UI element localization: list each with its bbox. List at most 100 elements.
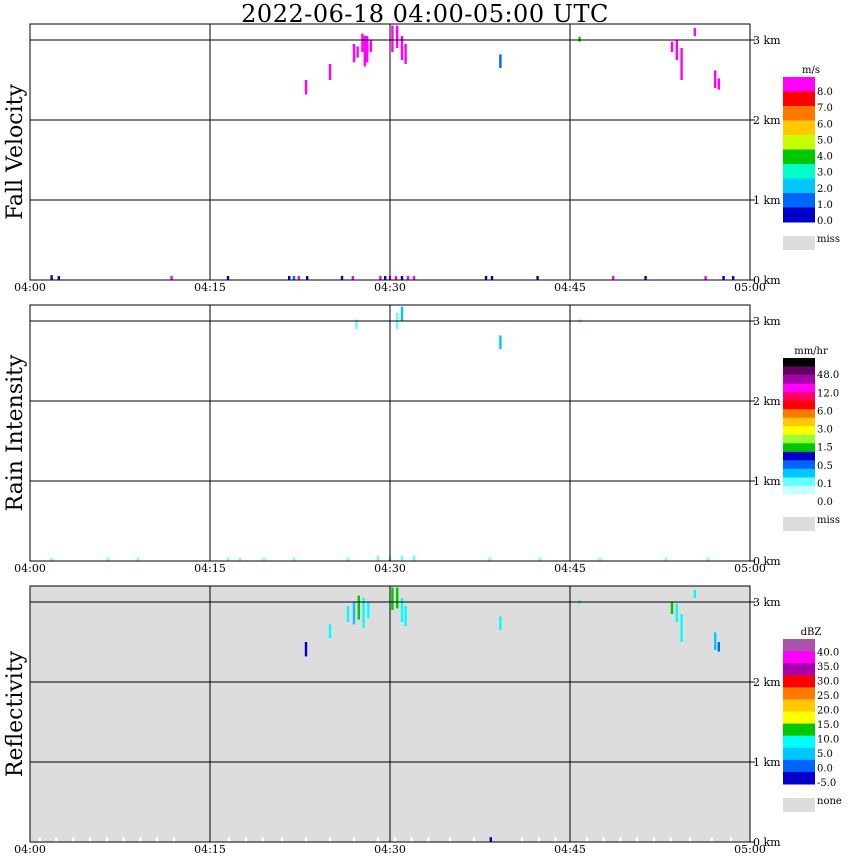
data-cell [619,837,622,842]
legend-swatch [783,358,815,368]
x-tick-label: 04:15 [194,843,226,856]
data-cell [598,557,602,561]
data-cell [729,837,732,842]
y-tick-label: 2 km [753,395,781,408]
data-cell [356,46,359,58]
data-cell [244,837,248,842]
data-cell [612,276,615,280]
data-cell [693,590,696,598]
y-tick-label: 0 km [753,555,781,568]
legend-swatch [783,477,815,487]
data-cell [306,276,309,280]
data-cell [578,36,581,42]
y-tick-label: 2 km [753,676,781,689]
x-tick-label: 05:00 [734,562,766,575]
legend-label: 48.0 [817,370,839,381]
data-cell [636,837,639,842]
data-cell [238,557,242,561]
legend-swatch [783,135,815,150]
legend-label: 3.0 [817,425,833,436]
data-cell [585,837,588,842]
data-cell [352,837,356,842]
data-cell [328,624,332,638]
legend-unit: m/s [802,65,820,76]
data-cell [400,598,404,622]
data-cell [732,276,735,280]
legend-swatch [783,699,815,712]
data-cell [172,837,176,842]
data-cell [688,837,692,842]
x-tick-label: 04:30 [374,281,406,294]
data-cell [404,606,407,626]
data-cell [361,33,364,52]
data-cell [357,595,360,620]
legend-swatch [783,468,815,478]
data-cell [288,276,291,280]
legend-swatch [783,207,815,223]
data-cell [292,276,296,280]
data-cell [340,276,344,280]
data-cell [50,557,53,561]
legend-swatch [783,639,815,652]
legend-label: 8.0 [817,87,833,98]
x-tick-label: 05:00 [734,281,766,294]
data-cell [710,837,713,842]
legend-swatch [783,409,815,419]
legend-swatch [783,91,815,107]
data-cell [57,276,60,280]
data-cell [499,616,502,630]
legend-swatch [783,675,815,688]
legend-swatch [783,723,815,737]
x-tick-label: 04:00 [14,562,46,575]
data-cell [261,837,264,842]
data-cell [714,632,717,650]
data-cell [706,557,710,561]
legend-swatch [783,375,815,385]
data-cell [554,837,557,842]
legend-label: 7.0 [817,103,833,114]
data-cell [226,557,230,561]
data-cell [105,837,108,842]
legend-label: 30.0 [817,677,839,688]
data-cell [717,78,720,90]
data-cell [262,557,266,561]
data-cell [670,602,674,614]
data-cell [404,44,407,64]
legend-swatch [783,735,815,749]
data-cell [693,28,696,36]
data-cell [722,276,725,280]
data-cell [400,36,404,60]
data-cell [499,335,502,349]
panel-title: Reflectivity [3,650,28,777]
data-cell [602,837,605,842]
plot-frame [29,585,751,843]
legend-label: 2.0 [817,184,833,195]
legend-swatch [783,663,815,676]
data-cell [304,80,308,95]
legend-label: 40.0 [817,648,839,659]
data-cell [717,642,720,652]
data-cell [363,36,366,67]
legend-swatch [783,747,815,761]
legend-swatch [783,426,815,436]
legend-label: 12.0 [817,388,839,399]
x-tick-label: 04:45 [554,562,586,575]
plot-frame [29,304,751,562]
data-cell [400,306,404,321]
data-cell [448,837,452,842]
data-cell [400,276,404,280]
x-tick-label: 04:15 [194,281,226,294]
legend-swatch [783,149,815,165]
data-cell [122,837,125,842]
legend-label: 20.0 [817,706,839,717]
legend-miss-label: none [817,796,842,807]
x-tick-label: 04:00 [14,281,46,294]
data-cell [391,587,394,610]
legend-label: 35.0 [817,662,839,673]
data-cell [346,557,350,561]
legend-swatch [783,400,815,410]
legend-miss-swatch [783,798,815,812]
legend-unit: dBZ [801,627,822,638]
legend-swatch [783,460,815,470]
